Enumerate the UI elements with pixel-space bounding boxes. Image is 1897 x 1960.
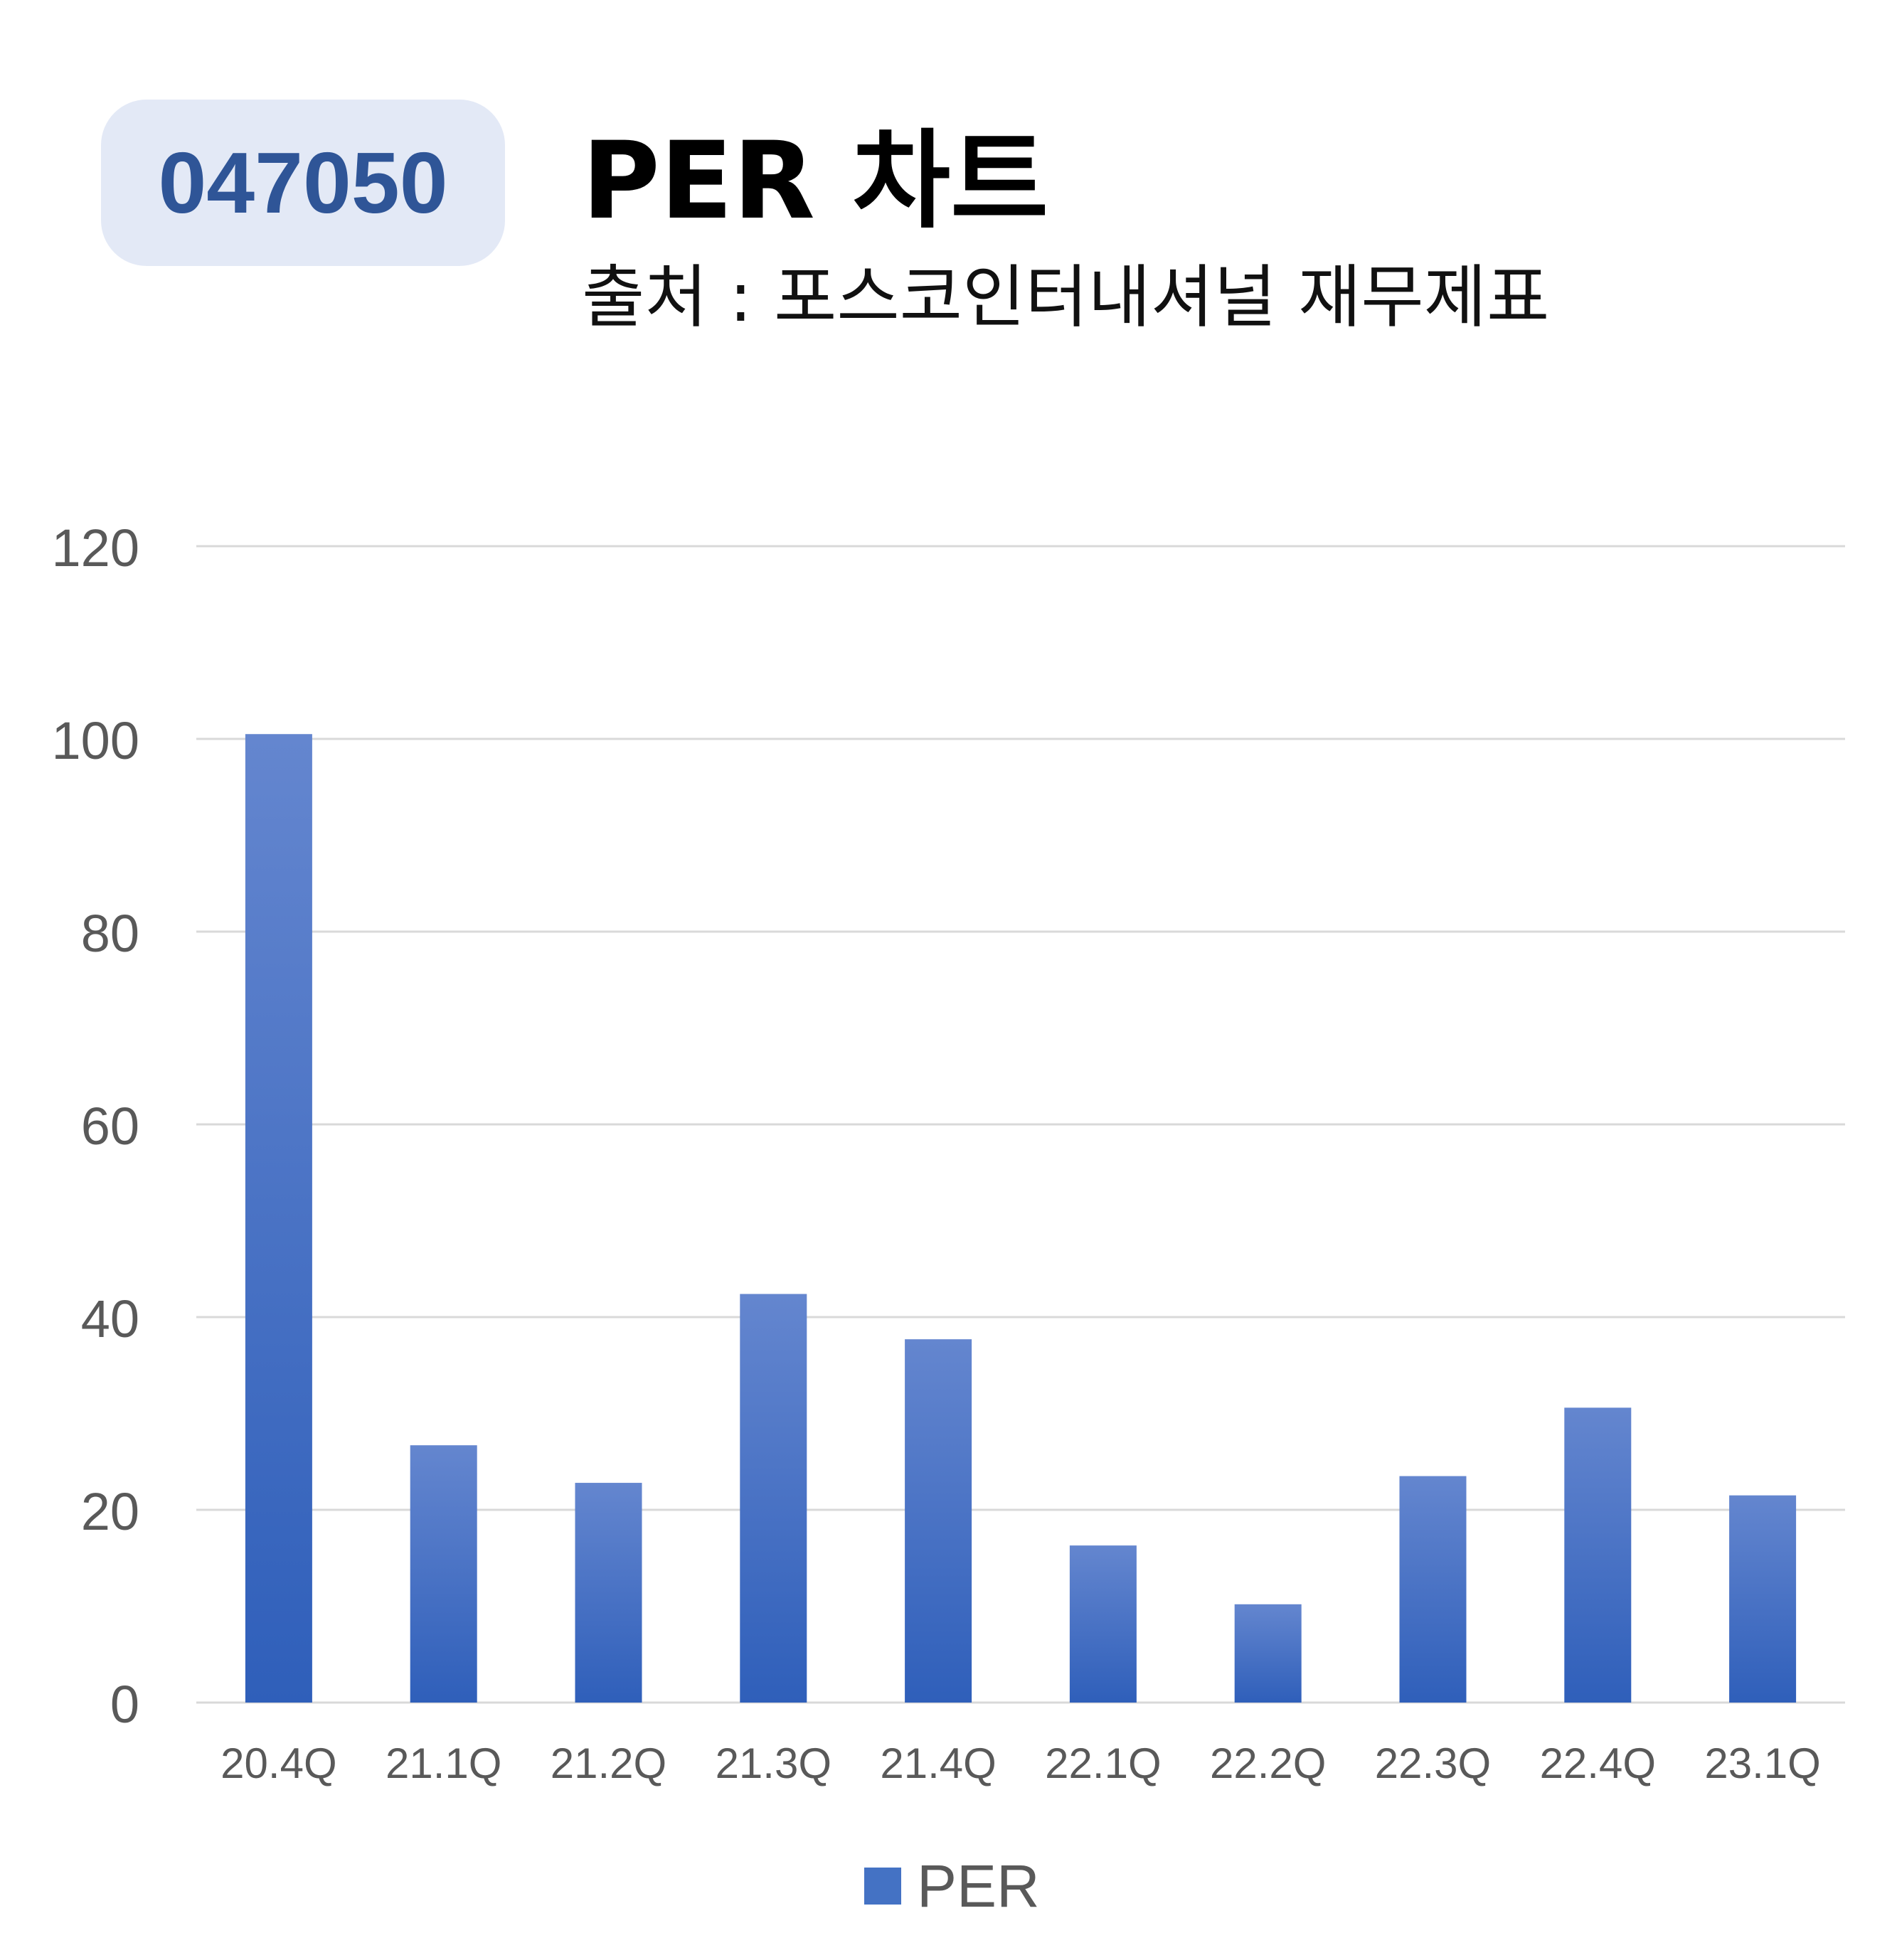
y-tick-label: 0 (110, 1675, 139, 1734)
x-tick-label: 20.4Q (220, 1740, 336, 1787)
ticker-code: 047050 (158, 134, 448, 231)
bar (245, 734, 312, 1703)
x-tick-label: 21.2Q (551, 1740, 666, 1787)
y-tick-label: 80 (81, 904, 139, 963)
x-tick-label: 23.1Q (1704, 1740, 1820, 1787)
chart-source: 출처 : 포스코인터내셔널 재무제표 (582, 257, 1550, 337)
ticker-badge: 047050 (101, 100, 505, 266)
y-tick-label: 20 (81, 1482, 139, 1541)
y-tick-label: 120 (52, 518, 139, 577)
bar (1234, 1604, 1302, 1703)
legend-swatch (864, 1868, 901, 1905)
x-axis: 20.4Q 21.1Q 21.2Q 21.3Q 21.4Q 22.1Q 22.2Q 22.3Q… (220, 1740, 1821, 1787)
bar (410, 1445, 477, 1703)
x-tick-label: 22.1Q (1045, 1740, 1161, 1787)
legend-label: PER (917, 1853, 1040, 1919)
bars (245, 734, 1797, 1703)
bar (1069, 1545, 1137, 1703)
x-tick-label: 21.4Q (880, 1740, 996, 1787)
y-axis: 0 20 40 60 80 100 120 (52, 518, 139, 1734)
bar (1729, 1495, 1797, 1703)
bar (1564, 1407, 1632, 1703)
y-tick-label: 60 (81, 1097, 139, 1156)
bar (905, 1339, 972, 1703)
bar (575, 1483, 642, 1703)
bar (1399, 1476, 1467, 1703)
x-tick-label: 22.4Q (1540, 1740, 1656, 1787)
x-tick-label: 21.3Q (716, 1740, 831, 1787)
y-tick-label: 40 (81, 1289, 139, 1348)
chart-title: PER 차트 (582, 119, 1049, 243)
y-tick-label: 100 (52, 711, 139, 770)
bar (740, 1294, 807, 1703)
x-tick-label: 22.3Q (1375, 1740, 1491, 1787)
x-tick-label: 21.1Q (386, 1740, 501, 1787)
legend: PER (864, 1856, 1040, 1916)
x-tick-label: 22.2Q (1210, 1740, 1326, 1787)
